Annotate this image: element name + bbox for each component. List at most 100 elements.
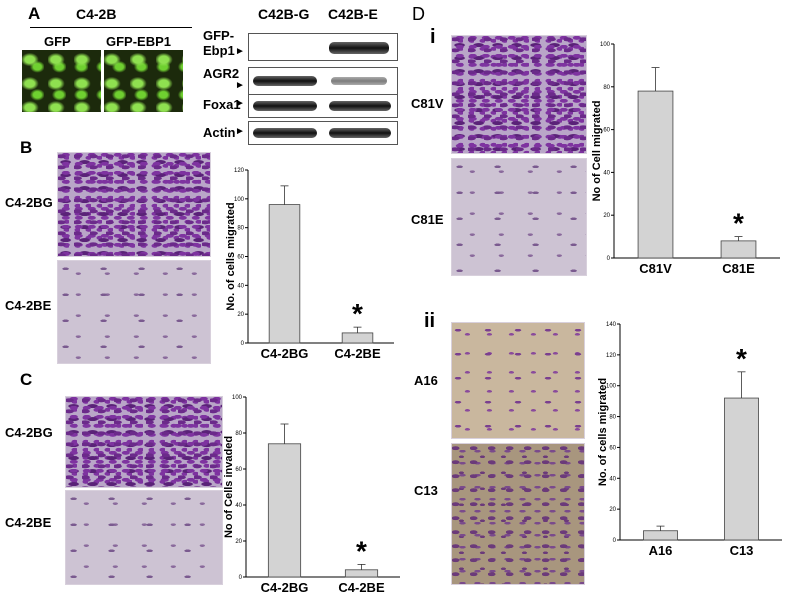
y-axis-label: No of Cell migrated <box>591 101 603 202</box>
c81v-migration-image <box>451 35 587 154</box>
bar <box>344 569 379 578</box>
y-tick-label: 100 <box>234 197 245 203</box>
y-tick-label: 20 <box>609 507 616 513</box>
y-tick-label: 100 <box>606 384 617 390</box>
header-rule <box>30 27 192 28</box>
c81e-migration-image <box>451 158 587 276</box>
category-label: C4-2BE <box>338 580 385 595</box>
arrow-icon: ► <box>235 46 245 57</box>
category-label: C4-2BG <box>261 346 309 361</box>
y-tick-label: 120 <box>234 168 245 174</box>
arrow-icon: ► <box>235 126 245 137</box>
y-tick-label: 40 <box>235 503 242 509</box>
chart-d-ii: 0 20 40 60 80 100 120 140 No. of cells migrated A… <box>597 322 782 558</box>
blot-foxa1 <box>248 94 398 118</box>
y-tick-label: 120 <box>606 353 617 359</box>
c4-2be-migration-image <box>57 260 211 364</box>
bar <box>267 443 302 578</box>
blot-gfp-ebp1 <box>248 33 398 61</box>
panel-label-d: D <box>412 4 425 24</box>
y-tick-label: 80 <box>235 431 242 437</box>
blot-column-c42b-e: C42B-E <box>328 6 378 22</box>
bar <box>268 204 301 344</box>
bar <box>643 530 678 541</box>
blot-actin <box>248 121 398 145</box>
sub-panel-label-i: i <box>430 26 436 48</box>
sub-panel-label-ii: ii <box>424 310 436 332</box>
chart-d-i: 0 20 40 60 80 100 No of Cell migrated C81V C81E * <box>591 42 780 276</box>
y-tick-label: 100 <box>600 42 611 48</box>
gfp-ebp1-fluorescence-image <box>104 50 183 112</box>
gfp-ebp1-image-label: GFP-EBP1 <box>106 34 172 49</box>
significance-star: * <box>352 298 363 329</box>
category-label: C4-2BE <box>334 346 381 361</box>
blot-row-foxa1: Foxa1 <box>203 97 241 112</box>
blot-band <box>329 42 389 54</box>
y-tick-label: 100 <box>232 395 243 401</box>
arrow-icon: ► <box>235 80 245 91</box>
y-axis-label: No. of cells migrated <box>597 378 609 486</box>
significance-star: * <box>736 343 747 374</box>
panel-label-b: B <box>20 138 33 157</box>
y-tick-label: 40 <box>609 476 616 482</box>
y-tick-label: 0 <box>607 256 611 262</box>
blot-band <box>331 77 387 85</box>
blot-band <box>329 128 391 138</box>
c13-label: C13 <box>414 483 438 498</box>
bar <box>724 397 759 541</box>
blot-row-agr2: AGR2 <box>203 66 240 81</box>
y-tick-label: 40 <box>603 170 610 176</box>
chart-c: 0 20 40 60 80 100 No of Cells invaded C4-2BG C4-… <box>223 395 400 595</box>
bar <box>720 240 757 259</box>
y-tick-label: 60 <box>609 445 616 451</box>
a16-label: A16 <box>414 373 438 388</box>
c4-2be-label: C4-2BE <box>5 298 52 313</box>
bar <box>637 90 674 259</box>
category-label: C81V <box>639 261 672 276</box>
category-label: C13 <box>730 543 754 558</box>
arrow-icon: ► <box>235 98 245 109</box>
y-tick-label: 60 <box>237 255 244 261</box>
y-tick-label: 20 <box>235 539 242 545</box>
significance-star: * <box>733 208 744 239</box>
panel-label-a: A <box>28 4 41 23</box>
y-tick-label: 60 <box>603 128 610 134</box>
blot-agr2 <box>248 67 398 95</box>
cell-line-header: C4-2B <box>76 6 117 22</box>
y-tick-label: 20 <box>237 312 244 318</box>
category-label: C4-2BG <box>261 580 309 595</box>
blot-row-gfp-ebp1: GFP- Ebp1 <box>203 28 235 58</box>
c81v-label: C81V <box>411 96 444 111</box>
blot-band <box>253 128 317 138</box>
y-tick-label: 80 <box>603 85 610 91</box>
c13-migration-image <box>451 443 585 585</box>
panel-label-c: C <box>20 370 33 389</box>
y-tick-label: 0 <box>239 575 243 581</box>
c4-2bg-migration-image <box>57 152 211 257</box>
a16-migration-image <box>451 322 585 439</box>
blot-column-c42b-g: C42B-G <box>258 6 310 22</box>
blot-band <box>253 76 317 86</box>
category-label: A16 <box>649 543 673 558</box>
significance-star: * <box>356 535 367 566</box>
bar <box>341 332 374 344</box>
y-tick-label: 40 <box>237 283 244 289</box>
gfp-fluorescence-image <box>22 50 101 112</box>
c4-2be-invasion-image <box>65 490 223 585</box>
chart-b: 0 20 40 60 80 100 120 No. of cells migrated C4-2… <box>225 168 394 361</box>
gfp-image-label: GFP <box>44 34 71 49</box>
y-tick-label: 60 <box>235 467 242 473</box>
y-tick-label: 80 <box>237 226 244 232</box>
y-tick-label: 140 <box>606 322 617 328</box>
blot-row-actin: Actin <box>203 125 236 140</box>
blot-band <box>253 101 317 111</box>
c4-2bg-label: C4-2BG <box>5 195 53 210</box>
c4-2be-label: C4-2BE <box>5 515 52 530</box>
category-label: C81E <box>722 261 755 276</box>
y-tick-label: 80 <box>609 415 616 421</box>
y-axis-label: No. of cells migrated <box>225 202 237 310</box>
c4-2bg-label: C4-2BG <box>5 425 53 440</box>
y-tick-label: 0 <box>613 538 617 544</box>
y-tick-label: 20 <box>603 213 610 219</box>
y-tick-label: 0 <box>241 341 245 347</box>
